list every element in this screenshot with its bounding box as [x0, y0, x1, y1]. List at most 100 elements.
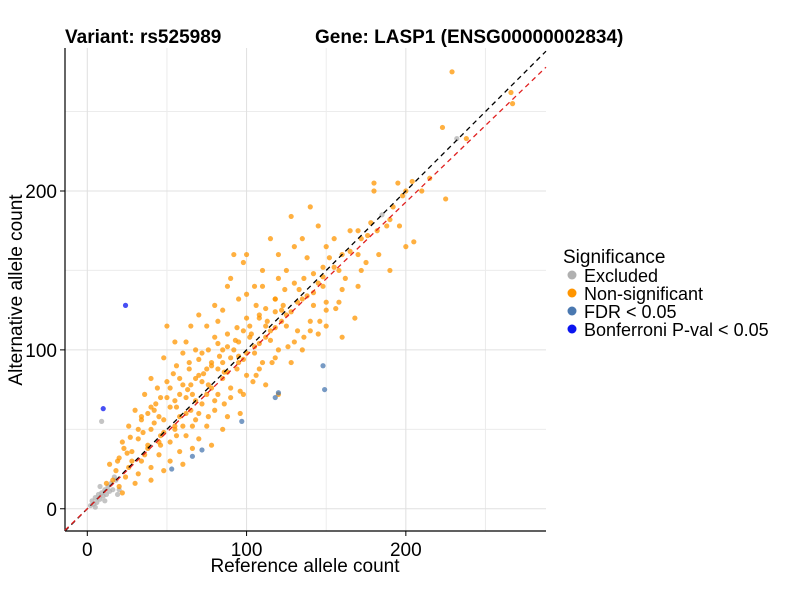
data-point — [186, 359, 192, 366]
data-point — [307, 328, 313, 334]
data-point — [294, 328, 301, 334]
data-point — [247, 334, 253, 340]
data-point — [124, 450, 130, 456]
data-point — [355, 283, 361, 289]
data-point — [237, 410, 243, 417]
data-point — [243, 315, 250, 321]
data-point — [322, 386, 328, 393]
data-point — [240, 391, 246, 397]
data-point — [196, 436, 202, 442]
data-point — [224, 331, 231, 337]
data-point — [272, 296, 278, 302]
x-tick-label: 100 — [231, 540, 263, 561]
data-point — [267, 236, 274, 242]
data-point — [320, 283, 326, 289]
data-point — [347, 248, 353, 254]
data-point — [256, 366, 262, 372]
data-point — [285, 344, 291, 350]
data-point — [126, 423, 132, 429]
data-point — [180, 382, 186, 388]
data-point — [259, 283, 266, 289]
data-point — [263, 382, 269, 388]
data-point — [167, 439, 173, 445]
data-point — [151, 420, 157, 426]
data-point — [161, 468, 167, 474]
data-point — [151, 407, 157, 413]
data-point — [251, 350, 258, 356]
data-point — [164, 394, 170, 401]
data-point — [355, 228, 361, 234]
legend-marker — [567, 288, 577, 298]
data-point — [204, 423, 210, 429]
data-point — [250, 379, 256, 385]
data-point — [291, 244, 297, 250]
legend-label: Non-significant — [584, 284, 703, 304]
legend-marker — [567, 270, 577, 280]
data-point — [177, 448, 183, 455]
y-tick-label: 200 — [25, 182, 57, 203]
data-point — [148, 375, 154, 382]
data-point — [411, 239, 417, 245]
data-point — [310, 302, 317, 308]
data-point — [127, 434, 133, 440]
data-point — [272, 355, 278, 361]
legend-label: FDR < 0.05 — [584, 302, 677, 322]
data-point — [275, 390, 282, 396]
data-point — [188, 382, 194, 388]
data-point — [508, 89, 514, 96]
tick-labels: 0 100 200 0 100 200 — [25, 182, 421, 561]
data-point — [299, 347, 305, 353]
data-point — [157, 394, 164, 401]
data-point — [172, 423, 178, 429]
legend: Significance ExcludedNon-significantFDR … — [563, 247, 769, 340]
data-point — [323, 307, 329, 313]
data-points — [87, 69, 516, 510]
data-point — [199, 379, 205, 385]
data-point — [288, 213, 294, 220]
data-point — [301, 334, 307, 340]
data-point — [395, 180, 401, 186]
data-point — [236, 353, 242, 359]
data-point — [121, 445, 127, 451]
data-point — [167, 385, 173, 391]
data-point — [183, 394, 189, 401]
data-point — [92, 504, 98, 510]
data-point — [376, 251, 382, 258]
data-point — [400, 193, 406, 199]
data-point — [215, 318, 221, 324]
data-point — [310, 271, 317, 277]
data-point — [339, 334, 345, 340]
data-point — [196, 372, 202, 378]
data-point — [315, 331, 321, 337]
data-point — [304, 255, 310, 261]
data-point — [215, 340, 221, 347]
data-point — [119, 490, 125, 496]
data-point — [239, 418, 245, 424]
data-point — [135, 471, 141, 477]
data-point — [161, 417, 167, 423]
data-point — [110, 477, 116, 483]
data-point — [419, 188, 425, 194]
data-point — [185, 386, 191, 393]
data-point — [307, 318, 313, 324]
data-point — [212, 334, 218, 340]
data-point — [331, 236, 337, 242]
fit-line — [64, 66, 547, 531]
data-point — [164, 379, 170, 385]
data-point — [116, 483, 122, 490]
data-point — [307, 204, 313, 210]
data-point — [135, 436, 141, 442]
data-point — [280, 302, 286, 308]
legend-label: Excluded — [584, 266, 658, 286]
data-point — [283, 267, 289, 274]
data-point — [193, 375, 199, 382]
x-tick-label: 200 — [390, 540, 422, 561]
data-point — [164, 323, 170, 329]
data-point — [267, 337, 274, 343]
data-point — [196, 312, 202, 318]
data-point — [153, 401, 159, 407]
data-point — [342, 275, 348, 281]
data-point — [199, 447, 205, 453]
x-tick-label: 0 — [82, 540, 93, 561]
data-point — [114, 491, 121, 498]
